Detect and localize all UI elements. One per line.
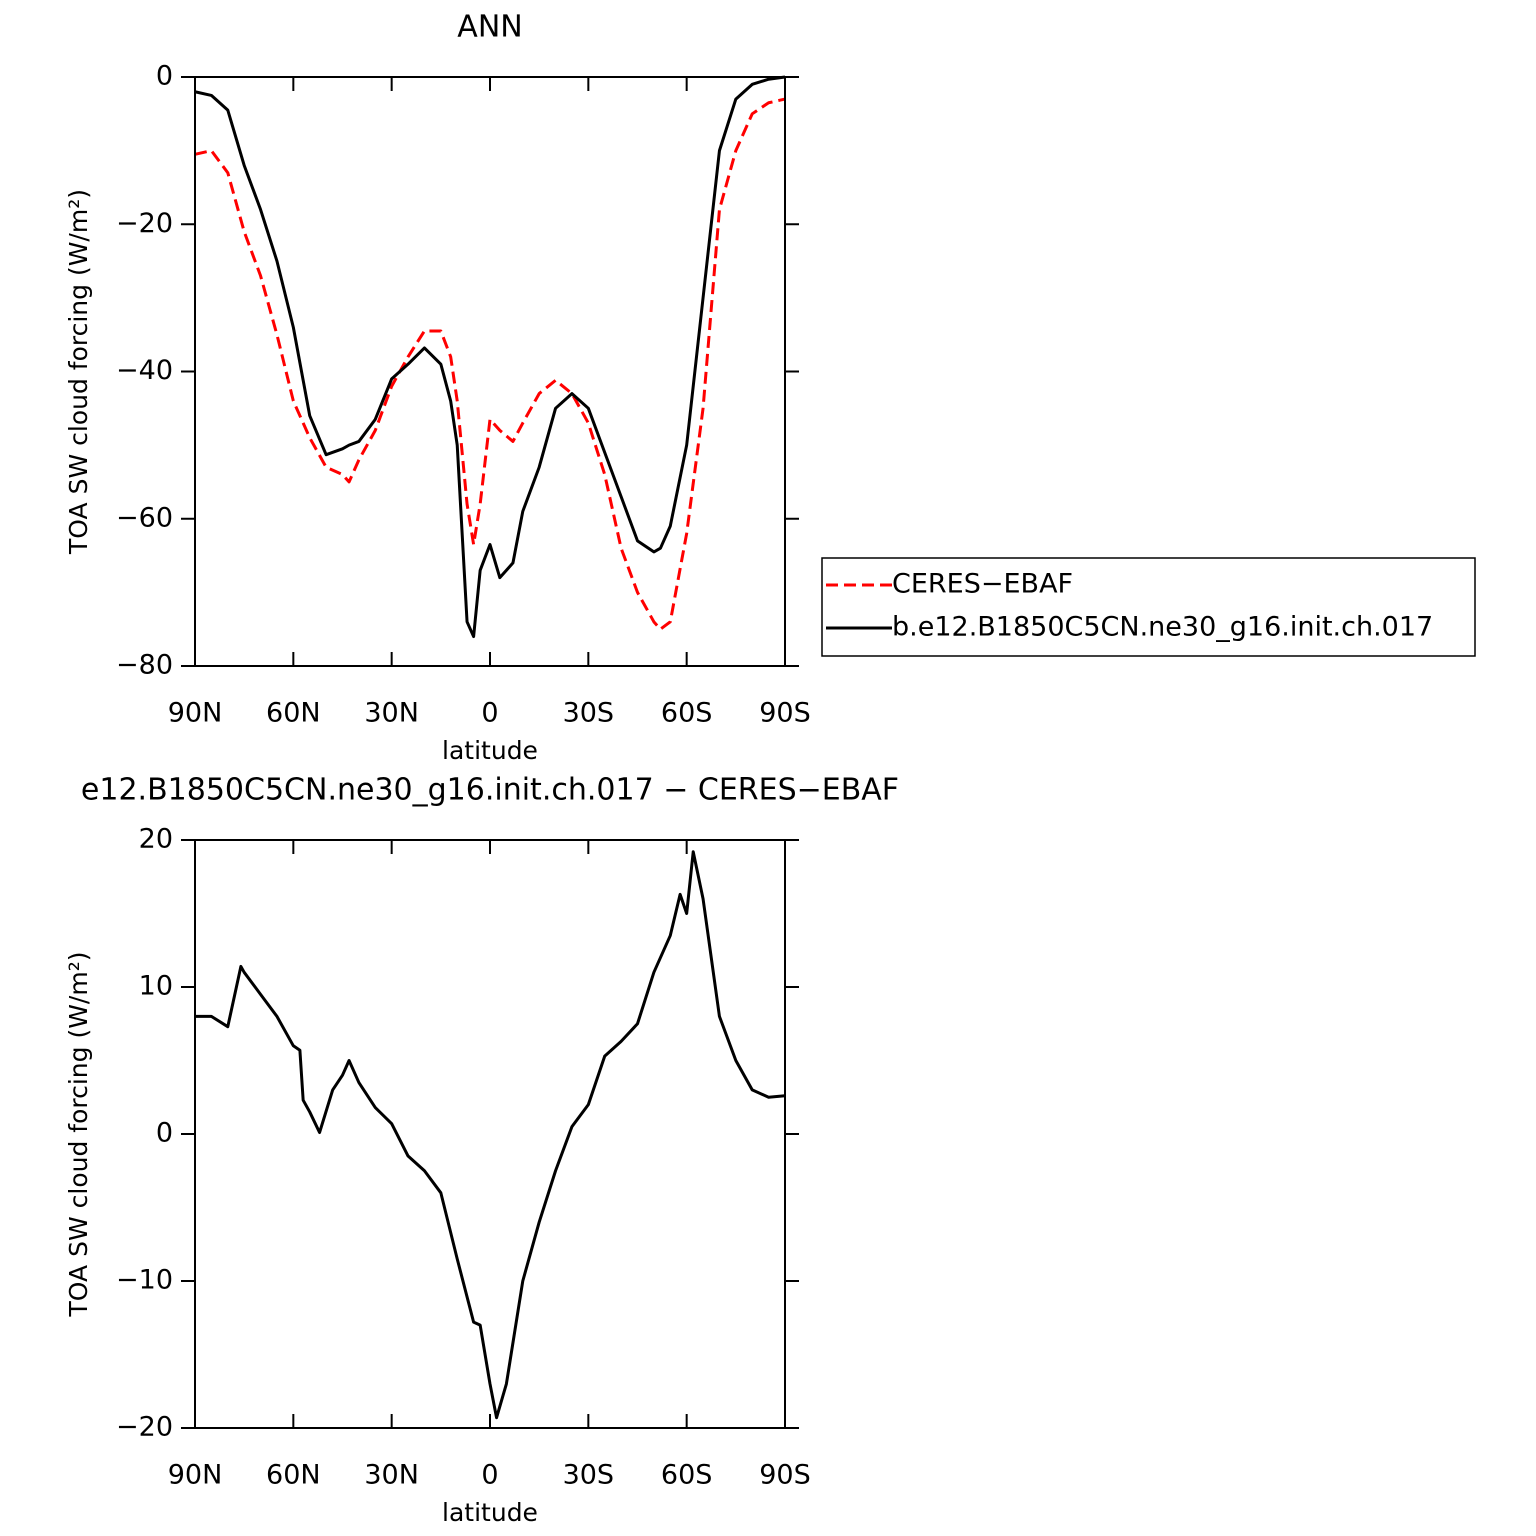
x-tick-label: 30S: [563, 1460, 615, 1491]
data-line: [194, 97, 786, 631]
x-tick-label: 90N: [168, 698, 223, 729]
y-tick-label: 20: [139, 824, 173, 855]
legend-box: [821, 557, 1476, 657]
x-tick-label: 0: [481, 1460, 498, 1491]
legend-label: b.e12.B1850C5CN.ne30_g16.init.ch.017: [892, 612, 1433, 643]
x-tick-label: 60N: [266, 698, 321, 729]
y-tick-label: −40: [116, 355, 173, 386]
y-axis-label: TOA SW cloud forcing (W/m²): [64, 952, 93, 1318]
x-tick-label: 90N: [168, 1460, 223, 1491]
x-tick-label: 90S: [759, 1460, 811, 1491]
chart-title: ANN: [457, 10, 522, 45]
legend-label: CERES−EBAF: [892, 569, 1073, 600]
x-tick-label: 30N: [364, 1460, 419, 1491]
y-tick-label: 0: [156, 1118, 173, 1149]
chart-title: e12.B1850C5CN.ne30_g16.init.ch.017 − CER…: [81, 773, 899, 808]
x-tick-label: 60S: [661, 1460, 713, 1491]
y-tick-label: 10: [139, 971, 173, 1002]
data-line: [194, 75, 786, 639]
x-tick-label: 60S: [661, 698, 713, 729]
x-axis-label: latitude: [442, 736, 538, 765]
x-tick-label: 30N: [364, 698, 419, 729]
x-tick-label: 0: [481, 698, 498, 729]
x-axis-label: latitude: [442, 1498, 538, 1527]
y-tick-label: −20: [116, 208, 173, 239]
plot-frame: [194, 839, 786, 1429]
plot-frame: [194, 76, 786, 667]
y-tick-label: −10: [116, 1265, 173, 1296]
y-axis-label: TOA SW cloud forcing (W/m²): [64, 189, 93, 555]
x-tick-label: 60N: [266, 1460, 321, 1491]
data-line: [195, 850, 786, 1420]
y-tick-label: 0: [156, 61, 173, 92]
x-tick-label: 90S: [759, 698, 811, 729]
y-tick-label: −60: [116, 502, 173, 533]
x-tick-label: 30S: [563, 698, 615, 729]
y-tick-label: −20: [116, 1412, 173, 1443]
y-tick-label: −80: [116, 650, 173, 681]
